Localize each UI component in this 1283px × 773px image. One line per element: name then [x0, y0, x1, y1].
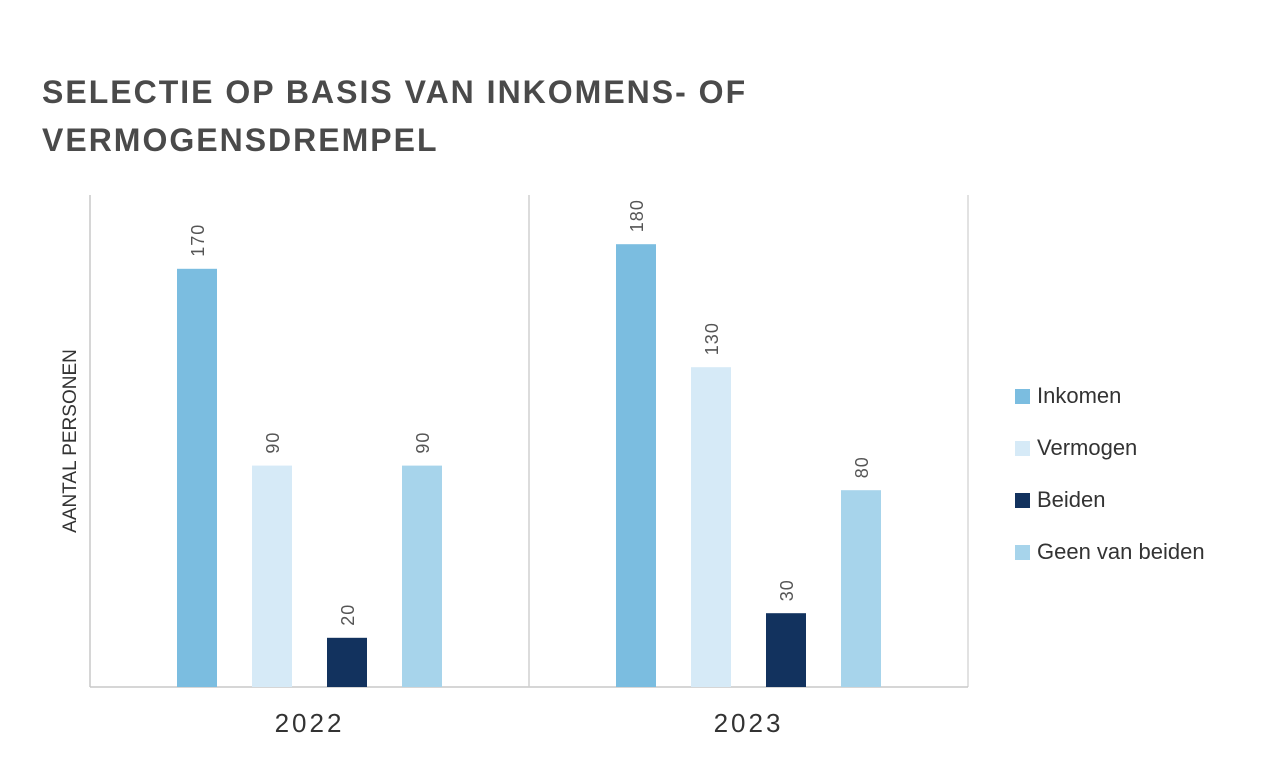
- data-label: 130: [702, 322, 722, 355]
- chart-title: SELECTIE OP BASIS VAN INKOMENS- OF VERMO…: [42, 68, 747, 164]
- data-label: 90: [413, 432, 433, 454]
- legend-label: Vermogen: [1037, 435, 1138, 460]
- bar-beiden-2022: [327, 637, 367, 687]
- legend-swatch: [1015, 440, 1030, 456]
- legend-swatch: [1015, 388, 1030, 404]
- legend: Inkomen Vermogen Beiden Geen van beiden: [1015, 370, 1205, 578]
- title-line-1: SELECTIE OP BASIS VAN INKOMENS- OF: [42, 74, 748, 110]
- legend-label: Beiden: [1037, 487, 1106, 512]
- bar-vermogen-2022: [252, 465, 292, 687]
- legend-item-beiden: Beiden: [1015, 474, 1205, 526]
- bar-beiden-2023: [766, 613, 806, 687]
- legend-swatch: [1015, 492, 1030, 508]
- bar-vermogen-2023: [691, 367, 731, 687]
- bar-geen-van-beiden-2022: [402, 465, 442, 687]
- y-axis-label: AANTAL PERSONEN: [60, 349, 81, 533]
- legend-label: Inkomen: [1037, 383, 1122, 408]
- legend-swatch: [1015, 544, 1030, 560]
- legend-item-inkomen: Inkomen: [1015, 370, 1205, 422]
- title-line-2: VERMOGENSDREMPEL: [42, 122, 439, 158]
- data-label: 180: [627, 199, 647, 232]
- bar-inkomen-2022: [177, 268, 217, 687]
- legend-item-geen-van-beiden: Geen van beiden: [1015, 526, 1205, 578]
- data-label: 170: [188, 224, 208, 257]
- data-label: 90: [263, 432, 283, 454]
- data-label: 80: [852, 456, 872, 478]
- bar-inkomen-2023: [616, 244, 656, 687]
- legend-label: Geen van beiden: [1037, 539, 1205, 564]
- data-label: 20: [338, 604, 358, 626]
- legend-item-vermogen: Vermogen: [1015, 422, 1205, 474]
- x-tick-label: 2023: [714, 708, 784, 738]
- data-label: 30: [777, 579, 797, 601]
- x-tick-label: 2022: [275, 708, 345, 738]
- bar-geen-van-beiden-2023: [841, 490, 881, 687]
